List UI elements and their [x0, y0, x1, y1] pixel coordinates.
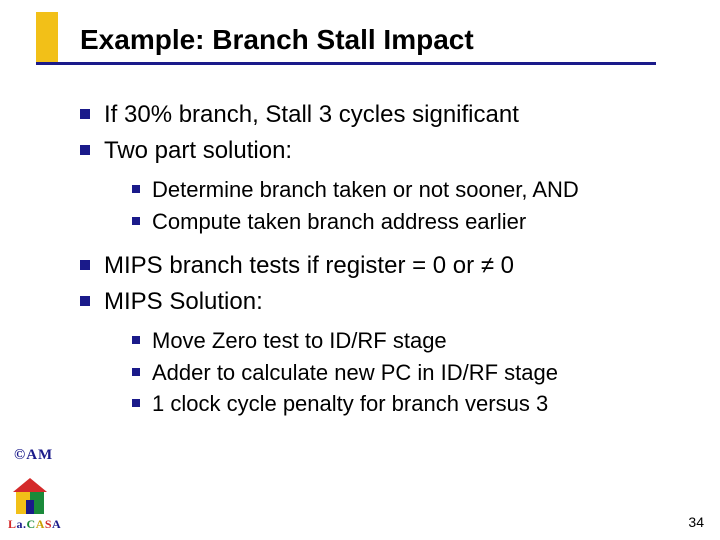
bullet-lvl2: Compute taken branch address earlier [132, 208, 680, 236]
square-bullet-icon [80, 296, 90, 306]
lacasa-letter: A [36, 517, 45, 531]
bullet-lvl1: If 30% branch, Stall 3 cycles significan… [80, 100, 680, 130]
square-bullet-icon [132, 217, 140, 225]
lacasa-letter: S [45, 517, 52, 531]
bullet-lvl2: Adder to calculate new PC in ID/RF stage [132, 359, 680, 387]
bullet-lvl2: Move Zero test to ID/RF stage [132, 327, 680, 355]
lacasa-letter: A [52, 517, 61, 531]
lacasa-letter: L [8, 517, 17, 531]
square-bullet-icon [80, 260, 90, 270]
sub-bullet-group: Move Zero test to ID/RF stage Adder to c… [132, 327, 680, 418]
bullet-text: MIPS branch tests if register = 0 or ≠ 0 [104, 251, 514, 281]
square-bullet-icon [132, 368, 140, 376]
square-bullet-icon [132, 399, 140, 407]
title-accent-bar [36, 12, 58, 62]
bullet-lvl2: Determine branch taken or not sooner, AN… [132, 176, 680, 204]
square-bullet-icon [80, 109, 90, 119]
bullet-text: Compute taken branch address earlier [152, 208, 526, 236]
bullet-text: Two part solution: [104, 136, 292, 166]
slide-title: Example: Branch Stall Impact [80, 24, 474, 56]
bullet-lvl1: Two part solution: [80, 136, 680, 166]
copyright-am: ©AM [14, 447, 53, 464]
square-bullet-icon [132, 336, 140, 344]
title-underline [36, 62, 656, 65]
bullet-text: Adder to calculate new PC in ID/RF stage [152, 359, 558, 387]
bullet-lvl1: MIPS branch tests if register = 0 or ≠ 0 [80, 251, 680, 281]
lacasa-logo-icon [12, 480, 48, 516]
lacasa-letter: a. [17, 517, 27, 531]
sub-bullet-group: Determine branch taken or not sooner, AN… [132, 176, 680, 235]
bullet-lvl1: MIPS Solution: [80, 287, 680, 317]
page-number: 34 [688, 514, 704, 530]
square-bullet-icon [80, 145, 90, 155]
lacasa-label: La.CASA [8, 517, 61, 532]
slide-content: If 30% branch, Stall 3 cycles significan… [80, 100, 680, 434]
bullet-lvl2: 1 clock cycle penalty for branch versus … [132, 390, 680, 418]
bullet-text: 1 clock cycle penalty for branch versus … [152, 390, 548, 418]
bullet-text: Move Zero test to ID/RF stage [152, 327, 447, 355]
bullet-text: If 30% branch, Stall 3 cycles significan… [104, 100, 519, 130]
bullet-text: Determine branch taken or not sooner, AN… [152, 176, 579, 204]
square-bullet-icon [132, 185, 140, 193]
lacasa-letter: C [27, 517, 36, 531]
bullet-text: MIPS Solution: [104, 287, 263, 317]
